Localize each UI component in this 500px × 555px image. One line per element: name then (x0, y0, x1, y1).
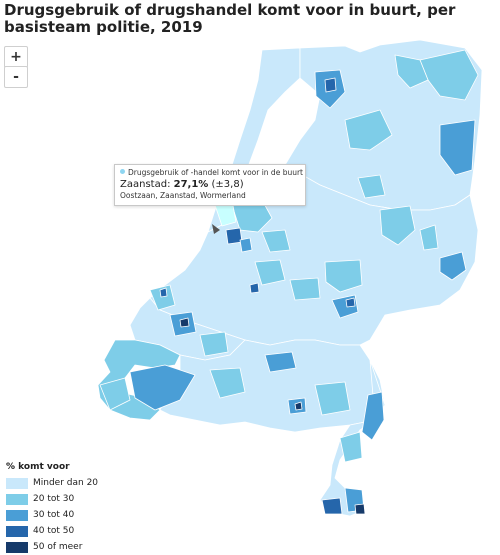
legend-item[interactable]: 20 tot 30 (6, 491, 98, 507)
region-groningen-city[interactable] (394, 54, 429, 89)
legend-label: 50 of meer (33, 542, 83, 552)
legend-label: 40 tot 50 (33, 526, 75, 536)
netherlands-map (97, 40, 483, 517)
region-friesland-mid[interactable] (344, 109, 393, 151)
legend-label: Minder dan 20 (33, 478, 99, 488)
region-drenthe-east[interactable] (439, 119, 476, 176)
region-overijssel-mid[interactable] (379, 205, 416, 246)
legend-item[interactable]: 30 tot 40 (6, 507, 98, 523)
legend-swatch (6, 509, 28, 521)
region-dordrecht[interactable] (199, 331, 229, 357)
tooltip-margin: (±3,8) (211, 179, 244, 190)
region-breda[interactable] (129, 364, 196, 411)
region-zwolle[interactable] (357, 174, 386, 199)
region-amsterdam-east[interactable] (239, 237, 253, 253)
legend-label: 20 tot 30 (33, 494, 75, 504)
tooltip-pointer (212, 224, 220, 234)
legend-item[interactable]: 50 of meer (6, 539, 98, 555)
legend-swatch (6, 477, 28, 489)
region-almere[interactable] (261, 229, 291, 253)
region-eindhoven-centre[interactable] (294, 401, 303, 411)
region-amsterdam-centre[interactable] (225, 227, 243, 245)
region-utrecht-centre[interactable] (249, 282, 260, 294)
tooltip-subtitle: Oostzaan, Zaanstad, Wormerland (120, 191, 246, 200)
region-limburg-south[interactable] (354, 503, 366, 515)
legend-label: 30 tot 40 (33, 510, 75, 520)
tooltip-series-label: Drugsgebruik of -handel komt voor in de … (128, 168, 303, 177)
region-hague[interactable] (149, 284, 176, 311)
zoom-out-button[interactable]: - (4, 66, 28, 88)
legend-item[interactable]: Minder dan 20 (6, 475, 98, 491)
region-rotterdam-centre[interactable] (179, 317, 190, 328)
map-title: Drugsgebruik of drugshandel komt voor in… (4, 1, 456, 36)
region-gelderland-mid[interactable] (324, 259, 363, 293)
legend-swatch (6, 541, 28, 553)
legend-item[interactable]: 40 tot 50 (6, 523, 98, 539)
region-arnhem-centre[interactable] (345, 297, 356, 308)
tooltip-value-line: Zaanstad: 27,1% (±3,8) (120, 179, 244, 190)
region-maastricht[interactable] (321, 497, 343, 515)
region-roermond[interactable] (339, 431, 363, 463)
region-venlo[interactable] (361, 391, 385, 441)
map-tooltip: Drugsgebruik of -handel komt voor in de … (114, 164, 306, 206)
tooltip-region: Zaanstad (120, 179, 168, 190)
legend-swatch (6, 525, 28, 537)
tooltip-value: 27,1% (173, 179, 209, 190)
region-the-hague-centre[interactable] (159, 287, 168, 298)
tooltip-header: Drugsgebruik of -handel komt voor in de … (120, 168, 303, 178)
region-twente[interactable] (439, 251, 467, 281)
region-enschede[interactable] (419, 224, 439, 251)
tooltip-series-dot (120, 169, 125, 174)
region-amersfoort[interactable] (289, 277, 321, 301)
region-leeuwarden-centre[interactable] (324, 77, 337, 93)
legend-swatch (6, 493, 28, 505)
map-legend: % komt voor Minder dan 20 20 tot 30 30 t… (6, 462, 98, 555)
legend-title: % komt voor (6, 462, 70, 472)
region-helmond[interactable] (314, 381, 351, 416)
region-tilburg[interactable] (209, 367, 246, 399)
region-west-zeeland[interactable] (99, 377, 131, 411)
region-utrecht-city[interactable] (254, 259, 286, 286)
region-den-bosch[interactable] (264, 351, 297, 373)
